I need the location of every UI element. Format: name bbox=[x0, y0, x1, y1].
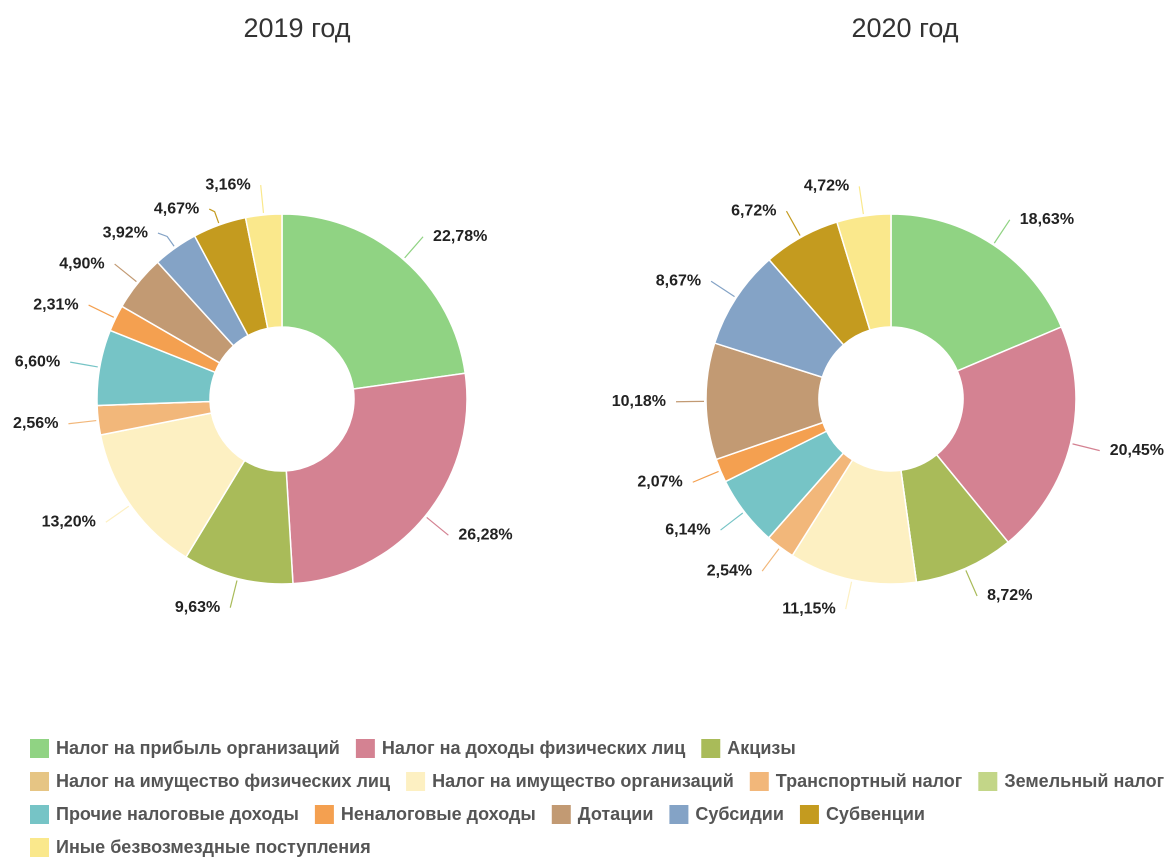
legend-label: Прочие налоговые доходы bbox=[56, 804, 299, 824]
data-label: 20,45% bbox=[1110, 442, 1164, 459]
data-label: 9,63% bbox=[175, 599, 220, 616]
leader-line bbox=[68, 419, 97, 425]
legend-swatch bbox=[551, 805, 571, 824]
slice bbox=[99, 412, 246, 559]
leader-line bbox=[1072, 443, 1100, 452]
legend-swatch bbox=[314, 805, 334, 824]
legend-swatch bbox=[799, 805, 819, 824]
leader-line bbox=[965, 570, 978, 597]
leader-line bbox=[426, 516, 449, 536]
leader-line bbox=[70, 361, 98, 368]
leader-line bbox=[710, 280, 735, 298]
leader-line bbox=[845, 581, 853, 610]
leader-line bbox=[229, 580, 238, 608]
slice bbox=[285, 372, 468, 585]
slice bbox=[281, 213, 467, 390]
legend-swatch bbox=[30, 739, 49, 758]
data-label: 6,60% bbox=[15, 353, 60, 370]
data-label: 2,31% bbox=[33, 296, 78, 313]
leader-line bbox=[208, 208, 220, 224]
legend-label: Налог на доходы физических лиц bbox=[382, 738, 685, 758]
legend-swatch bbox=[30, 772, 49, 791]
data-label: 6,14% bbox=[665, 521, 710, 538]
legend-label: Транспортный налог bbox=[776, 771, 963, 791]
data-label: 8,67% bbox=[656, 272, 701, 289]
slice bbox=[244, 213, 283, 330]
data-label: 6,72% bbox=[731, 202, 776, 219]
leader-line bbox=[260, 184, 265, 213]
leader-line bbox=[404, 236, 424, 259]
legend-label: Дотации bbox=[578, 804, 654, 824]
data-label: 10,18% bbox=[612, 393, 666, 410]
legend-label: Налог на имущество организаций bbox=[432, 771, 734, 791]
legend-swatch bbox=[669, 805, 689, 824]
data-label: 22,78% bbox=[433, 228, 487, 245]
data-label: 2,54% bbox=[707, 562, 752, 579]
data-label: 3,16% bbox=[205, 176, 250, 193]
chart-title: 2019 год bbox=[244, 13, 351, 43]
data-label: 13,20% bbox=[42, 513, 96, 530]
data-label: 4,72% bbox=[804, 178, 849, 195]
leader-line bbox=[105, 505, 130, 523]
legend-label: Акцизы bbox=[727, 738, 795, 758]
legend-swatch bbox=[30, 838, 49, 857]
legend-label: Земельный налог bbox=[1004, 771, 1164, 791]
legend-swatch bbox=[978, 772, 998, 791]
legend-label: Субвенции bbox=[826, 804, 925, 824]
data-label: 4,90% bbox=[59, 255, 104, 272]
data-label: 4,67% bbox=[154, 200, 199, 217]
slice bbox=[835, 213, 892, 332]
legend-label: Неналоговые доходы bbox=[341, 804, 536, 824]
data-label: 18,63% bbox=[1020, 211, 1074, 228]
legend-swatch bbox=[30, 805, 49, 824]
legend-swatch bbox=[355, 739, 375, 758]
leader-line bbox=[993, 219, 1011, 244]
data-label: 2,56% bbox=[13, 415, 58, 432]
legend-label: Субсидии bbox=[695, 804, 784, 824]
legend-label: Иные безвозмездные поступления bbox=[56, 837, 371, 857]
leader-line bbox=[761, 548, 780, 572]
leader-line bbox=[88, 304, 115, 318]
leader-line bbox=[692, 470, 719, 483]
chart-title: 2020 год bbox=[852, 13, 959, 43]
leader-line bbox=[114, 263, 137, 283]
data-label: 26,28% bbox=[458, 526, 512, 543]
legend-label: Налог на имущество физических лиц bbox=[56, 771, 390, 791]
data-label: 8,72% bbox=[987, 587, 1032, 604]
data-label: 2,07% bbox=[637, 473, 682, 490]
leader-line bbox=[785, 210, 801, 236]
slice bbox=[890, 213, 1063, 372]
legend-swatch bbox=[749, 772, 769, 791]
legend-label: Налог на прибыль организаций bbox=[56, 738, 340, 758]
data-label: 11,15% bbox=[782, 600, 835, 617]
leader-line bbox=[157, 232, 175, 247]
data-label: 3,92% bbox=[103, 224, 148, 241]
legend-swatch bbox=[406, 772, 426, 791]
legend-swatch bbox=[701, 739, 721, 758]
slice bbox=[935, 325, 1077, 544]
leader-line bbox=[720, 512, 744, 531]
leader-line bbox=[858, 186, 864, 215]
